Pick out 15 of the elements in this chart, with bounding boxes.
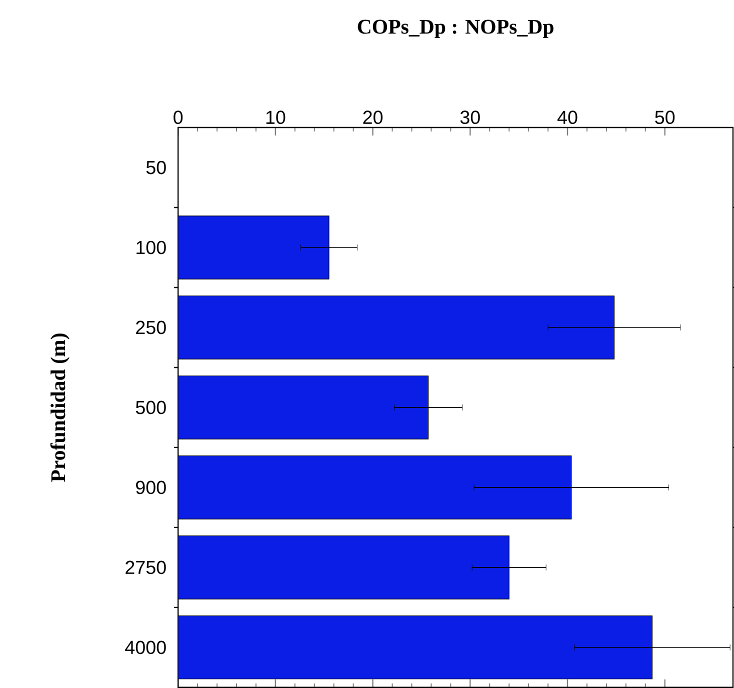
x-tick-label: 0	[174, 110, 183, 124]
y-tick-label: 4000	[125, 640, 166, 654]
chart-title: COPs_Dp : NOPs_Dp	[358, 20, 554, 38]
x-tick-label: 50	[655, 110, 675, 124]
y-tick-label: 100	[136, 240, 166, 254]
y-tick-label: 2750	[126, 560, 166, 574]
y-tick-label: 900	[136, 480, 166, 494]
x-tick-label: 30	[460, 110, 480, 124]
y-tick-label: 250	[136, 320, 166, 334]
x-tick-label: 20	[363, 110, 383, 124]
y-tick-label: 50	[146, 160, 166, 174]
x-tick-label: 10	[266, 110, 286, 124]
x-tick-label: 40	[557, 110, 578, 124]
y-axis-title: Profundidad (m)	[50, 333, 70, 482]
y-tick-label: 500	[136, 400, 166, 414]
